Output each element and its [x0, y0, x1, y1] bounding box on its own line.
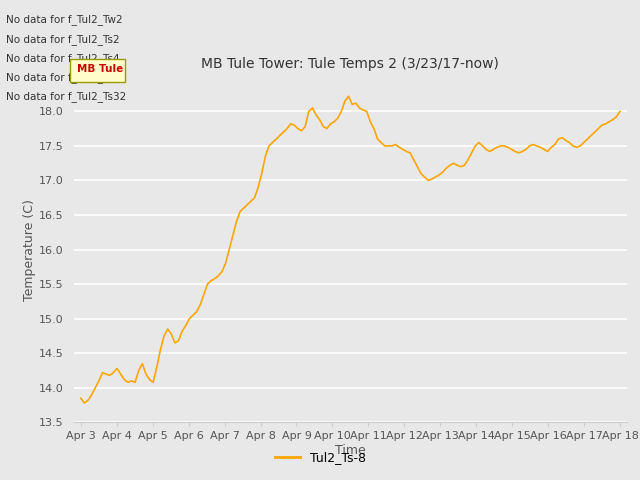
Title: MB Tule Tower: Tule Temps 2 (3/23/17-now): MB Tule Tower: Tule Temps 2 (3/23/17-now… — [202, 58, 499, 72]
Text: No data for f_Tul2_Ts2: No data for f_Tul2_Ts2 — [6, 34, 120, 45]
Text: No data for f_Tul2_Ts32: No data for f_Tul2_Ts32 — [6, 91, 127, 102]
X-axis label: Time: Time — [335, 444, 366, 457]
Y-axis label: Temperature (C): Temperature (C) — [23, 199, 36, 300]
Text: No data for f_Tul2_Ts16: No data for f_Tul2_Ts16 — [6, 72, 127, 83]
Text: No data for f_Tul2_Ts4: No data for f_Tul2_Ts4 — [6, 53, 120, 64]
Text: MB Tule: MB Tule — [77, 64, 124, 74]
Legend: Tul2_Ts-8: Tul2_Ts-8 — [269, 446, 371, 469]
Text: No data for f_Tul2_Tw2: No data for f_Tul2_Tw2 — [6, 14, 123, 25]
